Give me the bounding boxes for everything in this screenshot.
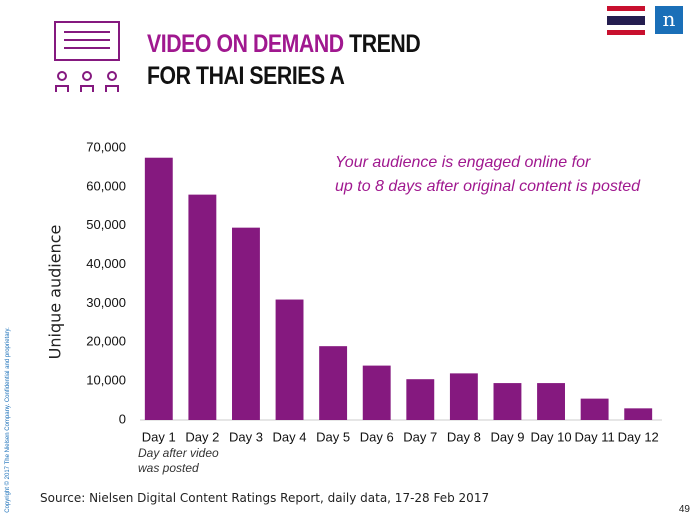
flag — [607, 6, 645, 35]
y-tick-label: 20,000 — [86, 334, 126, 349]
y-tick-label: 50,000 — [86, 217, 126, 232]
bar — [624, 408, 653, 420]
bar — [406, 379, 435, 420]
x-tick-label: Day 4 — [273, 429, 307, 444]
icon — [54, 21, 120, 92]
x-tick-label: Day 5 — [316, 429, 350, 444]
x-tick-label: Day 10 — [530, 429, 571, 444]
annotation: up to 8 days after original content is p… — [335, 178, 641, 195]
logo: n — [655, 6, 683, 34]
x-tick-label: Day 6 — [360, 429, 394, 444]
bar — [188, 194, 217, 420]
annotation: Your audience is engaged online for — [335, 154, 591, 171]
bar — [144, 157, 173, 420]
x-axis-label: Day after video was posted — [138, 446, 219, 475]
x-tick-label: Day 7 — [403, 429, 437, 444]
bar — [275, 299, 304, 420]
y-tick-label: 10,000 — [86, 373, 126, 388]
bar — [493, 383, 522, 420]
bar — [537, 383, 565, 420]
x-tick-label: Day 1 — [142, 429, 176, 444]
bar — [580, 398, 609, 420]
x-tick-label: Day 3 — [229, 429, 263, 444]
bar — [449, 373, 478, 420]
page-number: 49 — [678, 504, 690, 515]
x-tick-label: Day 11 — [575, 429, 615, 444]
x-tick-label: Day 12 — [618, 429, 659, 444]
bar — [232, 227, 260, 420]
y-tick-label: 30,000 — [86, 295, 126, 310]
bar — [319, 346, 348, 420]
title-highlight: VIDEO ON DEMAND — [147, 30, 344, 58]
y-axis-label: Unique audience — [45, 224, 65, 360]
y-tick-label: 60,000 — [86, 178, 126, 193]
x-tick-label: Day 9 — [490, 429, 524, 444]
title: VIDEO ON DEMAND TREND FOR THAI SERIES A — [147, 28, 453, 92]
title-rest: TREND FOR THAI SERIES A — [147, 30, 421, 90]
bar — [362, 365, 391, 420]
y-tick-label: 40,000 — [86, 256, 126, 271]
x-tick-label: Day 8 — [447, 429, 481, 444]
y-tick-label: 70,000 — [86, 139, 126, 154]
copyright: Copyright © 2017 The Nielsen Company. Co… — [5, 327, 11, 513]
y-tick-label: 0 — [119, 411, 126, 426]
source: Source: Nielsen Digital Content Ratings … — [40, 491, 490, 505]
x-tick-label: Day 2 — [185, 429, 219, 444]
